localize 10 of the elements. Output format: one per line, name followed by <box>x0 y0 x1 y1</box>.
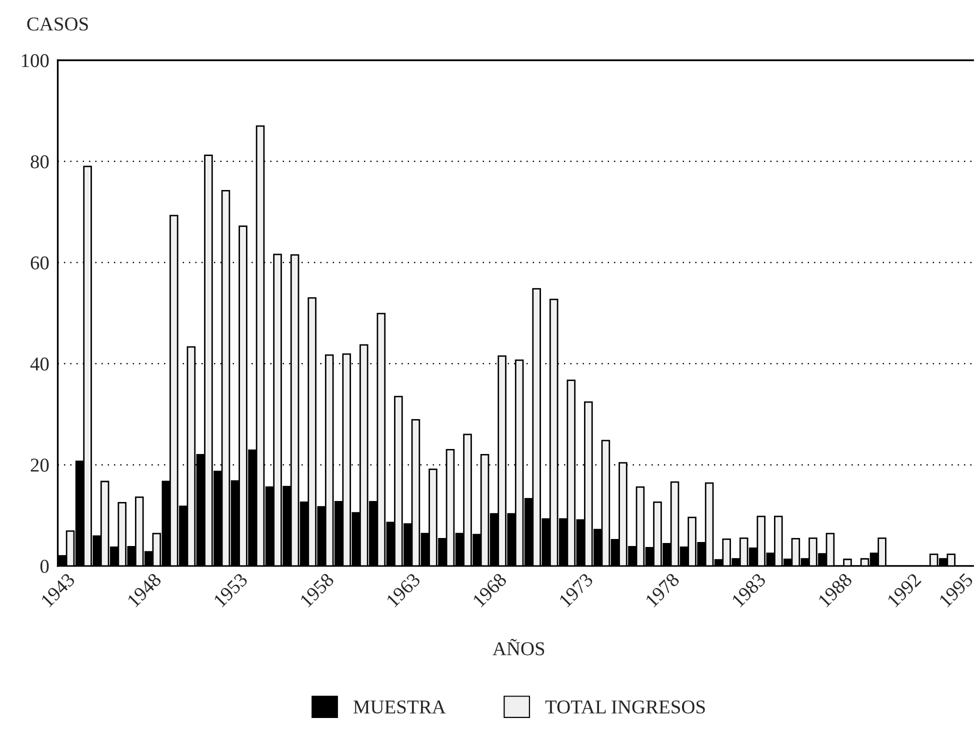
y-tick-label: 100 <box>22 54 49 68</box>
y-tick-label: 40 <box>30 357 49 371</box>
y-tick-label: 80 <box>30 155 49 168</box>
y-tick-label: 0 <box>40 560 49 573</box>
y-tick-label: 20 <box>30 458 49 472</box>
y-tick-label: 60 <box>30 256 49 270</box>
legend-label: TOTAL INGRESOS <box>545 700 705 714</box>
x-axis-title: AÑOS <box>492 638 544 656</box>
legend-label: MUESTRA <box>354 700 446 714</box>
y-axis-title: CASOS <box>27 18 88 31</box>
